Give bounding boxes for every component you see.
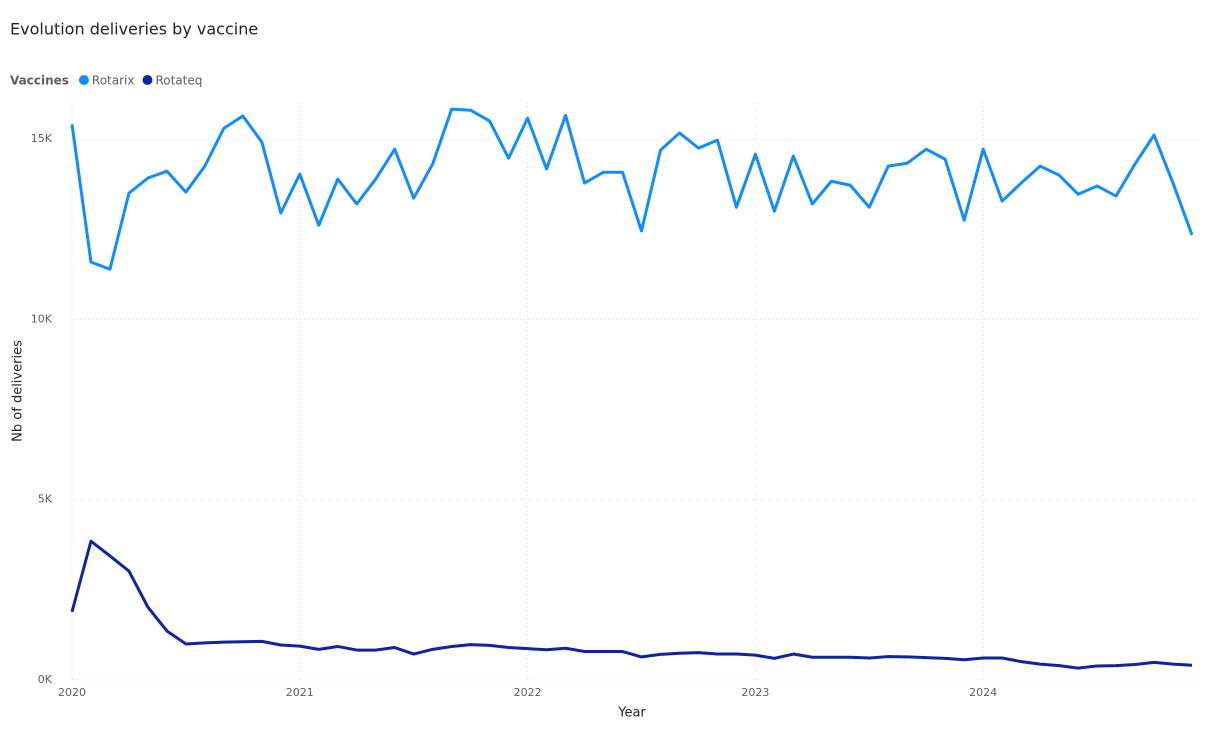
x-tick-label: 2024 [969, 686, 997, 699]
x-axis-title: Year [617, 706, 646, 721]
y-tick-label: 5K [38, 493, 53, 506]
chart-title: Evolution deliveries by vaccine [10, 20, 258, 39]
legend-marker [142, 75, 153, 85]
legend-label: Rotateq [155, 74, 202, 88]
y-tick-label: 0K [38, 673, 53, 686]
legend-marker [78, 75, 89, 85]
x-tick-label: 2020 [58, 686, 86, 699]
x-tick-label: 2023 [741, 686, 769, 699]
legend-title: Vaccines [10, 74, 69, 88]
series-line [70, 539, 1193, 670]
x-tick-label: 2022 [514, 686, 542, 699]
y-tick-label: 15K [31, 132, 53, 145]
series-line [70, 107, 1194, 271]
x-tick-label: 2021 [286, 686, 314, 699]
y-axis-title: Nb of deliveries [11, 340, 26, 442]
y-tick-label: 10K [31, 312, 53, 325]
legend-label: Rotarix [92, 74, 135, 88]
